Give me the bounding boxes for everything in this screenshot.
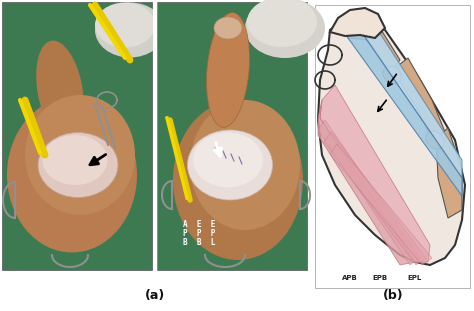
Ellipse shape: [193, 132, 263, 188]
Bar: [157, 2, 307, 270]
Text: A  E  E: A E E: [183, 220, 215, 229]
Ellipse shape: [247, 0, 317, 47]
Ellipse shape: [426, 131, 444, 149]
Text: (a): (a): [145, 290, 165, 303]
Ellipse shape: [245, 0, 325, 58]
Ellipse shape: [7, 98, 137, 253]
Ellipse shape: [95, 2, 155, 48]
Polygon shape: [318, 15, 465, 265]
Polygon shape: [330, 8, 385, 38]
Ellipse shape: [344, 12, 370, 32]
Ellipse shape: [36, 41, 84, 139]
Text: EPL: EPL: [408, 275, 422, 281]
Text: B  B  L: B B L: [183, 238, 215, 247]
Polygon shape: [345, 18, 400, 72]
Polygon shape: [355, 15, 462, 178]
Ellipse shape: [38, 132, 118, 197]
Polygon shape: [395, 58, 445, 140]
Polygon shape: [436, 128, 462, 218]
Ellipse shape: [207, 13, 249, 127]
Text: APB: APB: [342, 275, 358, 281]
Ellipse shape: [383, 66, 401, 84]
Ellipse shape: [43, 135, 108, 185]
Text: (b): (b): [383, 290, 403, 303]
Ellipse shape: [190, 100, 300, 230]
Polygon shape: [342, 20, 462, 196]
Polygon shape: [330, 144, 432, 265]
Ellipse shape: [25, 95, 135, 215]
Text: EPB: EPB: [373, 275, 388, 281]
Ellipse shape: [95, 2, 165, 58]
Bar: [315, 5, 470, 288]
Ellipse shape: [188, 130, 273, 200]
Polygon shape: [318, 100, 415, 265]
Polygon shape: [324, 132, 426, 265]
Polygon shape: [318, 120, 420, 265]
Ellipse shape: [214, 17, 242, 39]
Ellipse shape: [173, 100, 303, 260]
Polygon shape: [320, 85, 430, 262]
Bar: [2, 2, 152, 270]
Text: P  P  P: P P P: [183, 229, 215, 238]
